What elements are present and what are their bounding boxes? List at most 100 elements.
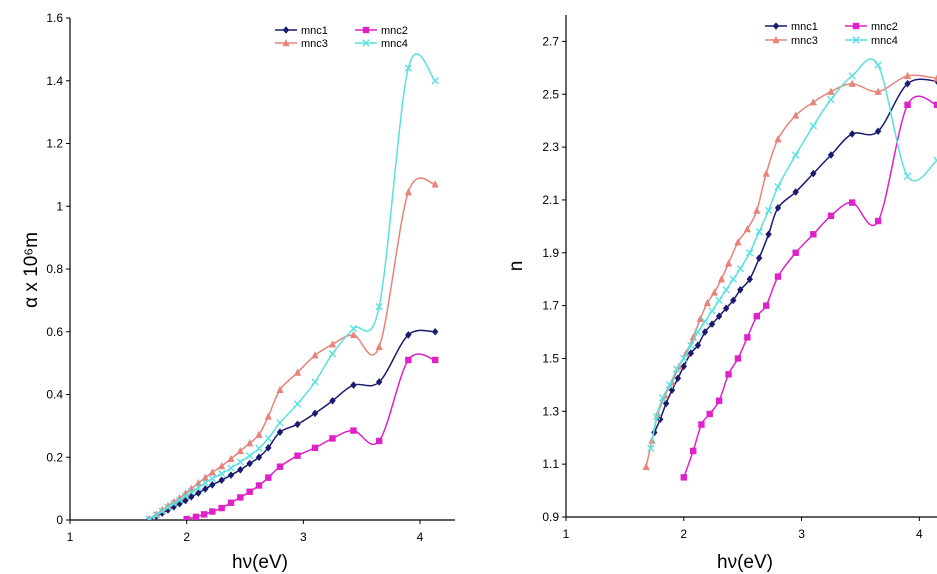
data-point-mnc1: [188, 492, 195, 501]
data-point-mnc1: [730, 296, 737, 305]
y-tick-label: 0.9: [542, 510, 559, 524]
data-point-mnc1: [701, 328, 709, 336]
data-point-mnc4: [687, 341, 695, 349]
data-point-mnc4: [708, 307, 716, 315]
data-point-mnc1: [265, 444, 272, 452]
data-point-mnc2: [849, 199, 856, 206]
y-tick-label: 1.1: [542, 457, 559, 471]
data-point-mnc4: [933, 156, 937, 165]
data-point-mnc2: [827, 212, 835, 219]
legend-label-mnc4: mnc4: [871, 35, 898, 47]
data-point-mnc4: [375, 302, 383, 311]
data-point-mnc3: [218, 462, 226, 470]
data-point-mnc4: [349, 324, 358, 333]
data-point-mnc4: [181, 492, 190, 500]
data-point-mnc3: [933, 74, 937, 82]
data-point-mnc4: [715, 296, 723, 305]
data-point-mnc3: [328, 340, 337, 348]
data-point-mnc2: [715, 397, 723, 404]
data-point-mnc4: [774, 183, 782, 191]
data-point-mnc1: [680, 362, 687, 371]
data-point-mnc4: [647, 444, 655, 452]
data-point-mnc2: [904, 101, 911, 109]
data-point-mnc4: [175, 496, 184, 504]
data-point-mnc4: [227, 464, 235, 472]
y-tick-label: 2.7: [542, 34, 559, 48]
legend-label-mnc4: mnc4: [381, 38, 408, 50]
data-point-mnc3: [201, 473, 209, 481]
series-line-mnc2: [186, 353, 436, 520]
data-point-mnc4: [245, 451, 254, 460]
data-point-mnc1: [708, 320, 716, 328]
data-point-mnc4: [736, 264, 745, 273]
data-point-mnc4: [848, 72, 856, 80]
y-tick-label: 1.2: [46, 137, 63, 151]
y-tick-label: 1: [56, 199, 63, 213]
data-point-mnc3: [264, 412, 272, 420]
data-point-mnc4: [255, 444, 263, 453]
data-point-mnc1: [405, 331, 412, 339]
data-point-mnc3: [848, 79, 856, 87]
data-point-mnc4: [158, 507, 166, 515]
data-point-mnc2: [725, 371, 732, 378]
data-point-mnc2: [874, 217, 882, 225]
data-point-mnc2: [405, 356, 412, 364]
data-point-mnc4: [404, 64, 413, 72]
y-tick-label: 1.9: [542, 246, 559, 260]
data-point-mnc2: [255, 482, 263, 489]
data-point-mnc1: [827, 151, 835, 159]
series-line-mnc3: [148, 177, 436, 520]
data-point-mnc4: [201, 479, 210, 487]
data-point-mnc4: [311, 378, 319, 386]
legend-label-mnc1: mnc1: [791, 21, 818, 33]
plot-area: [145, 53, 439, 520]
data-point-mnc4: [208, 474, 217, 483]
x-tick-label: 1: [563, 527, 570, 541]
data-point-mnc1: [276, 428, 284, 436]
data-point-mnc3: [717, 275, 726, 283]
data-point-mnc3: [404, 188, 412, 196]
data-point-mnc3: [642, 462, 650, 470]
data-point-mnc1: [431, 327, 439, 336]
data-point-mnc1: [774, 204, 782, 212]
data-point-mnc1: [746, 275, 753, 284]
legend-marker-mnc3: [282, 39, 290, 47]
data-point-mnc1: [668, 386, 676, 394]
legend-marker-mnc4: [852, 36, 860, 44]
y-tick-label: 0.8: [46, 262, 63, 276]
data-point-mnc2: [933, 101, 937, 109]
data-point-mnc4: [164, 503, 172, 512]
data-point-mnc2: [753, 313, 760, 320]
data-point-mnc3: [792, 111, 800, 119]
data-point-mnc4: [658, 394, 667, 402]
data-point-mnc2: [810, 231, 817, 238]
data-point-mnc1: [874, 127, 882, 136]
data-point-mnc1: [765, 230, 772, 239]
data-point-mnc3: [311, 351, 319, 359]
data-point-mnc1: [849, 130, 856, 138]
data-point-mnc2: [329, 435, 336, 442]
data-point-mnc4: [652, 412, 661, 421]
data-point-mnc3: [762, 169, 770, 177]
data-point-mnc4: [217, 469, 226, 478]
data-point-mnc4: [809, 122, 818, 130]
data-point-mnc4: [791, 151, 800, 159]
data-point-mnc2: [200, 511, 208, 518]
chart-absorption: 0 0.2 0.4 0.6 0.8 1 1.2 1.4 1.6 1 2 3 4 hν(eV) α x 10⁶…: [21, 11, 455, 573]
data-point-mnc4: [673, 365, 681, 373]
data-point-mnc4: [170, 499, 178, 508]
data-point-mnc1: [182, 496, 189, 505]
data-point-mnc4: [145, 515, 154, 520]
data-point-mnc1: [164, 506, 172, 514]
legend-label-mnc3: mnc3: [301, 38, 328, 50]
x-axis-label: hν(eV): [232, 552, 288, 573]
data-point-mnc2: [734, 355, 742, 362]
y-tick-label: 0: [56, 513, 63, 527]
data-point-mnc4: [729, 275, 737, 283]
data-point-mnc4: [701, 317, 709, 326]
data-point-mnc2: [744, 334, 751, 341]
data-point-mnc1: [375, 378, 383, 386]
data-point-mnc4: [194, 483, 203, 492]
x-tick-label: 1: [67, 530, 74, 544]
data-point-mnc1: [195, 489, 202, 497]
